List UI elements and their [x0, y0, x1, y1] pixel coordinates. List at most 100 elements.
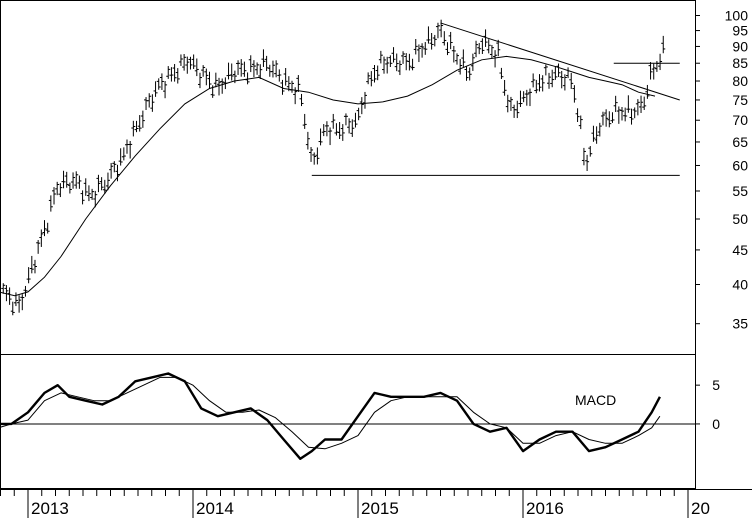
price-bar [125, 139, 129, 154]
price-bar [591, 125, 596, 142]
price-bar [645, 84, 650, 99]
price-bar [251, 60, 256, 78]
price-bar [93, 190, 98, 208]
price-bar [258, 64, 263, 80]
price-bar [280, 79, 285, 95]
price-bar [451, 45, 456, 63]
price-bar [277, 69, 282, 82]
price-bar [283, 68, 288, 86]
price-bar [299, 93, 304, 107]
price-bar [642, 96, 647, 110]
price-bar [296, 75, 301, 92]
price-bar [518, 90, 523, 107]
price-bar [128, 140, 133, 159]
price-bar [150, 94, 155, 112]
price-bar [204, 68, 209, 86]
price-bar [7, 287, 12, 305]
price-bar [470, 53, 475, 71]
price-bar [163, 81, 168, 99]
price-bar [562, 74, 567, 91]
price-bar [632, 107, 637, 119]
price-bar [635, 99, 640, 116]
price-y-tick-label: 100 [725, 8, 749, 24]
price-bar [600, 111, 605, 126]
price-bar [578, 115, 583, 130]
price-bar [140, 110, 145, 128]
price-bar [324, 121, 329, 137]
price-y-tick-label: 75 [732, 92, 748, 108]
year-tick-label: 2015 [361, 499, 399, 518]
price-bar [321, 124, 326, 137]
price-bar [328, 127, 333, 146]
price-bar [29, 255, 34, 274]
price-bar [388, 55, 393, 67]
price-y-tick-label: 50 [732, 211, 748, 227]
price-bar [121, 147, 126, 161]
price-bar [312, 152, 317, 165]
price-y-tick-label: 60 [732, 157, 748, 173]
price-bar [175, 68, 180, 84]
year-tick-label: 2014 [196, 499, 234, 518]
price-bar [413, 39, 418, 55]
signal-line [0, 376, 661, 450]
price-y-tick-label: 85 [732, 55, 748, 71]
price-bar [455, 53, 459, 65]
price-bar [556, 63, 561, 77]
price-bar [439, 19, 444, 38]
price-bar [620, 107, 624, 121]
price-bar [366, 72, 371, 85]
price-bar [575, 108, 580, 123]
price-bar [537, 74, 542, 92]
price-bar [255, 62, 260, 75]
price-bar [540, 75, 545, 92]
price-bar [435, 22, 440, 39]
price-bar [445, 42, 450, 56]
price-bar [201, 65, 206, 77]
trendline-line [440, 22, 680, 101]
price-bar [559, 70, 564, 89]
price-bar [169, 67, 174, 82]
price-bar [607, 111, 612, 128]
price-bar [32, 259, 37, 274]
price-bar [467, 67, 472, 81]
price-bar [261, 49, 266, 67]
moving-average-line [0, 55, 656, 297]
price-bar [191, 54, 196, 69]
price-bar [515, 100, 520, 119]
price-bar [55, 181, 60, 196]
price-bar [48, 195, 53, 212]
price-bar [639, 95, 644, 114]
price-bar [242, 61, 247, 77]
price-bar [499, 67, 504, 79]
price-bar [118, 148, 123, 166]
price-bar [239, 59, 244, 77]
price-bar [566, 67, 571, 79]
price-bar [185, 56, 190, 74]
price-bar [527, 88, 532, 107]
price-bar [477, 42, 482, 55]
price-bar [229, 63, 234, 81]
price-bar [80, 190, 85, 205]
price-bar [613, 95, 618, 112]
price-bar [604, 109, 609, 127]
price-bar [474, 40, 479, 58]
price-bar [505, 94, 510, 113]
price-bar [331, 113, 336, 129]
price-bar [648, 62, 653, 80]
price-bar [83, 178, 88, 196]
price-bar [58, 183, 63, 198]
price-bar [274, 60, 279, 78]
price-bar [13, 292, 18, 307]
price-bar [4, 285, 9, 302]
price-bar [343, 113, 348, 126]
price-bar [594, 126, 599, 144]
price-bar [553, 66, 558, 80]
price-bar [188, 56, 193, 70]
price-bar [340, 124, 345, 141]
price-bar [10, 301, 15, 316]
year-tick-label: 20 [691, 499, 710, 518]
price-bar [508, 96, 513, 111]
price-bar [153, 81, 158, 97]
price-bar [464, 66, 469, 81]
price-bar [629, 108, 634, 125]
